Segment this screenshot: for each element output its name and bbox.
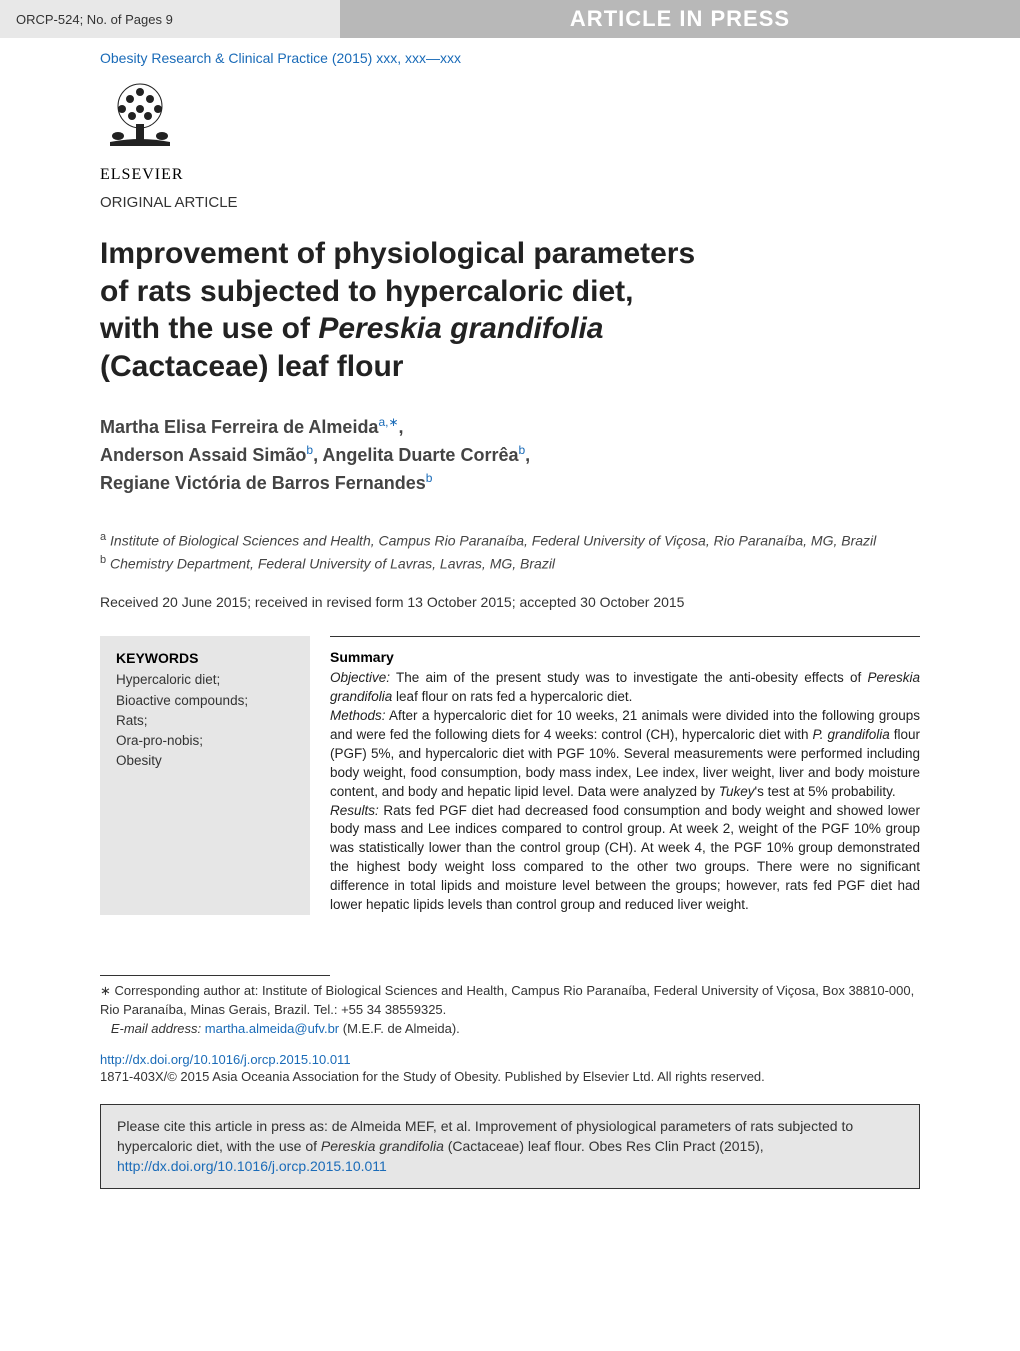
- keywords-box: KEYWORDS Hypercaloric diet; Bioactive co…: [100, 636, 310, 915]
- summary-column: Summary Objective: The aim of the presen…: [330, 636, 920, 915]
- author-2: Anderson Assaid Simão: [100, 445, 306, 465]
- corr-text: Corresponding author at: Institute of Bi…: [100, 983, 914, 1017]
- publisher-name: ELSEVIER: [100, 166, 1020, 184]
- copyright-line: 1871-403X/© 2015 Asia Oceania Associatio…: [100, 1069, 920, 1084]
- title-line-1: Improvement of physiological parameters: [100, 237, 695, 270]
- author-2-aff: b: [306, 443, 313, 457]
- publisher-block: ELSEVIER: [0, 74, 1020, 194]
- email-tail: (M.E.F. de Almeida).: [339, 1021, 460, 1036]
- model-reference: ORCP-524; No. of Pages 9: [0, 0, 340, 38]
- methods-species: P. grandifolia: [813, 727, 890, 742]
- corresponding-author-footnote: ∗ Corresponding author at: Institute of …: [100, 982, 920, 1039]
- objective-label: Objective:: [330, 670, 390, 685]
- cite-species: Pereskia grandifolia: [321, 1138, 444, 1154]
- elsevier-tree-icon: [100, 74, 180, 164]
- email-label: E-mail address:: [111, 1021, 201, 1036]
- article-title: Improvement of physiological parameters …: [100, 235, 920, 385]
- objective-tail: leaf flour on rats fed a hypercaloric di…: [392, 689, 632, 704]
- footnote-divider: [100, 975, 330, 976]
- summary-body: Objective: The aim of the present study …: [330, 669, 920, 915]
- doi-link[interactable]: http://dx.doi.org/10.1016/j.orcp.2015.10…: [100, 1052, 920, 1067]
- corr-email[interactable]: martha.almeida@ufv.br: [205, 1021, 339, 1036]
- title-line-4: (Cactaceae) leaf flour: [100, 350, 403, 383]
- author-3: Angelita Duarte Corrêa: [322, 445, 518, 465]
- abstract-section: KEYWORDS Hypercaloric diet; Bioactive co…: [100, 636, 920, 915]
- cite-post: (Cactaceae) leaf flour. Obes Res Clin Pr…: [444, 1138, 764, 1154]
- title-species: Pereskia grandifolia: [318, 312, 603, 345]
- summary-heading: Summary: [330, 649, 920, 665]
- methods-tukey: Tukey: [719, 784, 755, 799]
- author-4: Regiane Victória de Barros Fernandes: [100, 473, 426, 493]
- affiliation-b: Chemistry Department, Federal University…: [110, 555, 555, 571]
- cite-doi-link[interactable]: http://dx.doi.org/10.1016/j.orcp.2015.10…: [117, 1158, 387, 1174]
- article-dates: Received 20 June 2015; received in revis…: [100, 594, 920, 610]
- methods-tail2: 's test at 5% probability.: [755, 784, 896, 799]
- in-press-banner: ARTICLE IN PRESS: [340, 6, 1020, 32]
- article-type: ORIGINAL ARTICLE: [100, 194, 920, 211]
- citation-box: Please cite this article in press as: de…: [100, 1104, 920, 1189]
- author-4-aff: b: [426, 471, 433, 485]
- author-list: Martha Elisa Ferreira de Almeidaa,∗, And…: [100, 413, 920, 497]
- results-label: Results:: [330, 803, 379, 818]
- keywords-list: Hypercaloric diet; Bioactive compounds; …: [116, 670, 294, 771]
- author-1: Martha Elisa Ferreira de Almeida: [100, 417, 378, 437]
- title-line-2: of rats subjected to hypercaloric diet,: [100, 275, 633, 308]
- article-status-bar: ORCP-524; No. of Pages 9 ARTICLE IN PRES…: [0, 0, 1020, 38]
- affiliation-a: Institute of Biological Sciences and Hea…: [110, 533, 876, 549]
- methods-label: Methods:: [330, 708, 386, 723]
- affiliations: a Institute of Biological Sciences and H…: [100, 529, 920, 574]
- author-1-aff: a,∗: [378, 415, 398, 429]
- keywords-heading: KEYWORDS: [116, 650, 294, 666]
- journal-reference[interactable]: Obesity Research & Clinical Practice (20…: [0, 38, 1020, 74]
- objective-text: The aim of the present study was to inve…: [390, 670, 867, 685]
- title-line-3a: with the use of: [100, 312, 318, 345]
- results-text: Rats fed PGF diet had decreased food con…: [330, 803, 920, 912]
- author-3-aff: b: [518, 443, 525, 457]
